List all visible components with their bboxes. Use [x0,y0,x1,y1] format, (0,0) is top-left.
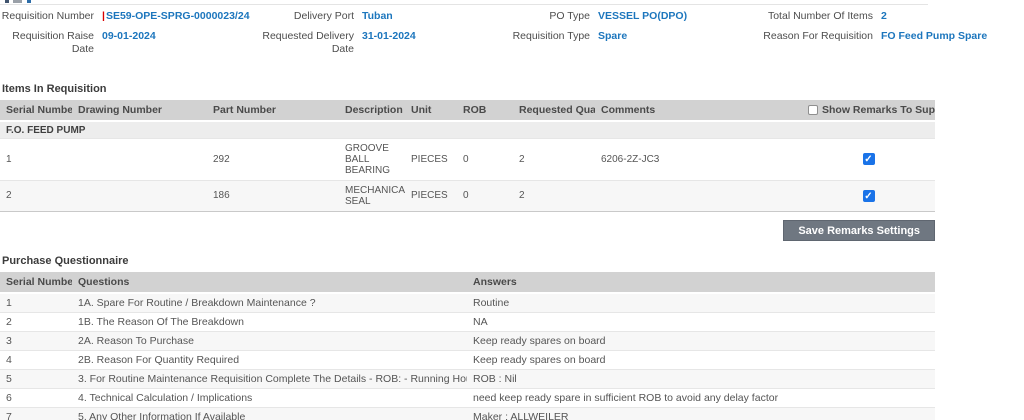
col-comments: Comments [595,100,802,123]
table-row: 4 2B. Reason For Quantity Required Keep … [0,350,935,370]
table-row: 2 186 MECHANICAL SEAL PIECES 0 2 ✓ [0,180,935,212]
requisition-header-fields: Requisition Number |SE59-OPE-SPRG-000002… [0,0,1024,56]
questionnaire-header-row: Serial Number Questions Answers [0,271,935,294]
col-serial-number: Serial Number [0,100,72,123]
requisition-type-label: Requisition Type [512,30,590,43]
show-remarks-all-checkbox[interactable] [808,104,818,115]
requested-delivery-date-label: Requested Delivery Date [262,30,354,56]
cell-q-serial: 3 [0,331,72,351]
cell-answer: Maker : ALLWEILER [467,407,935,420]
cell-serial: 2 [0,180,72,212]
cell-description: MECHANICAL SEAL [339,180,405,212]
clipped-content-fragment [5,0,9,3]
cell-part: 292 [207,138,339,181]
col-q-serial: Serial Number [0,271,72,294]
reason-label: Reason For Requisition [763,30,873,43]
requisition-type-value: Spare [598,30,628,43]
col-unit: Unit [405,100,457,123]
cell-q-serial: 2 [0,312,72,332]
cell-q-serial: 1 [0,292,72,313]
cell-question: 2B. Reason For Quantity Required [72,350,467,370]
table-row: 1 1A. Spare For Routine / Breakdown Main… [0,292,935,313]
cell-answer: Routine [467,292,935,313]
cell-qty: 2 [513,138,595,181]
col-answers: Answers [467,271,935,294]
cell-q-serial: 6 [0,388,72,408]
col-show-remarks: Show Remarks To Supplier [802,100,935,123]
po-type-value: VESSEL PO(DPO) [598,10,688,22]
cell-question: 4. Technical Calculation / Implications [72,388,467,408]
cell-drawing [72,180,207,212]
items-actions: Save Remarks Settings [0,219,935,241]
cell-answer: Keep ready spares on board [467,350,935,370]
table-row: 5 3. For Routine Maintenance Requisition… [0,369,935,389]
delivery-port-label: Delivery Port [293,10,354,22]
table-row: 3 2A. Reason To Purchase Keep ready spar… [0,331,935,351]
cell-qty: 2 [513,180,595,212]
clipped-content-fragment [13,0,22,3]
cell-answer: NA [467,312,935,332]
requested-delivery-date-value: 31-01-2024 [362,30,416,43]
reason-value: FO Feed Pump Spare [881,30,988,43]
cell-answer: Keep ready spares on board [467,331,935,351]
total-items-value: 2 [881,10,887,22]
cell-comments [595,180,802,212]
cell-part: 186 [207,180,339,212]
col-questions: Questions [72,271,467,294]
items-section-title: Items In Requisition [2,83,107,96]
col-description: Description [339,100,405,123]
requisition-number-label: Requisition Number [1,10,94,22]
cell-rob: 0 [457,180,513,212]
questionnaire-table: Serial Number Questions Answers 1 1A. Sp… [0,271,935,420]
raise-date-label: Requisition Raise Date [12,30,94,56]
cell-question: 3. For Routine Maintenance Requisition C… [72,369,467,389]
table-row: 6 4. Technical Calculation / Implication… [0,388,935,408]
col-rob: ROB [457,100,513,123]
show-remarks-checkbox[interactable]: ✓ [862,153,875,166]
col-part-number: Part Number [207,100,339,123]
cell-rob: 0 [457,138,513,181]
top-divider [0,4,928,5]
clipped-content-fragment [27,0,31,3]
table-row: 2 1B. The Reason Of The Breakdown NA [0,312,935,332]
alert-flag: | [102,10,105,22]
table-row: 1 292 GROOVE BALL BEARING PIECES 0 2 620… [0,138,935,181]
cell-question: 1A. Spare For Routine / Breakdown Mainte… [72,292,467,313]
col-requested-quantity: Requested Quantity [513,100,595,123]
col-drawing-number: Drawing Number [72,100,207,123]
cell-q-serial: 4 [0,350,72,370]
cell-show-remarks: ✓ [802,138,935,181]
raise-date-value: 09-01-2024 [102,30,156,43]
table-row: 7 5. Any Other Information If Available … [0,407,935,420]
cell-answer: need keep ready spare in sufficient ROB … [467,388,935,408]
questionnaire-section-title: Purchase Questionnaire [2,254,129,267]
cell-answer: ROB : Nil [467,369,935,389]
po-type-label: PO Type [549,10,590,22]
cell-comments: 6206-2Z-JC3 [595,138,802,181]
cell-question: 1B. The Reason Of The Breakdown [72,312,467,332]
item-group-label: F.O. FEED PUMP [0,121,935,139]
cell-unit: PIECES [405,138,457,181]
show-remarks-checkbox[interactable]: ✓ [862,189,875,202]
cell-show-remarks: ✓ [802,180,935,212]
items-header-row: Serial Number Drawing Number Part Number… [0,100,935,123]
total-items-label: Total Number Of Items [767,10,873,22]
cell-drawing [72,138,207,181]
cell-question: 2A. Reason To Purchase [72,331,467,351]
cell-question: 5. Any Other Information If Available [72,407,467,420]
cell-unit: PIECES [405,180,457,212]
item-group-row: F.O. FEED PUMP [0,121,935,139]
items-table: Serial Number Drawing Number Part Number… [0,100,935,212]
cell-q-serial: 7 [0,407,72,420]
save-remarks-settings-button[interactable]: Save Remarks Settings [783,219,935,241]
cell-serial: 1 [0,138,72,181]
cell-description: GROOVE BALL BEARING [339,138,405,181]
cell-q-serial: 5 [0,369,72,389]
requisition-number-value: |SE59-OPE-SPRG-0000023/24 [102,10,250,22]
delivery-port-value: Tuban [362,10,393,22]
